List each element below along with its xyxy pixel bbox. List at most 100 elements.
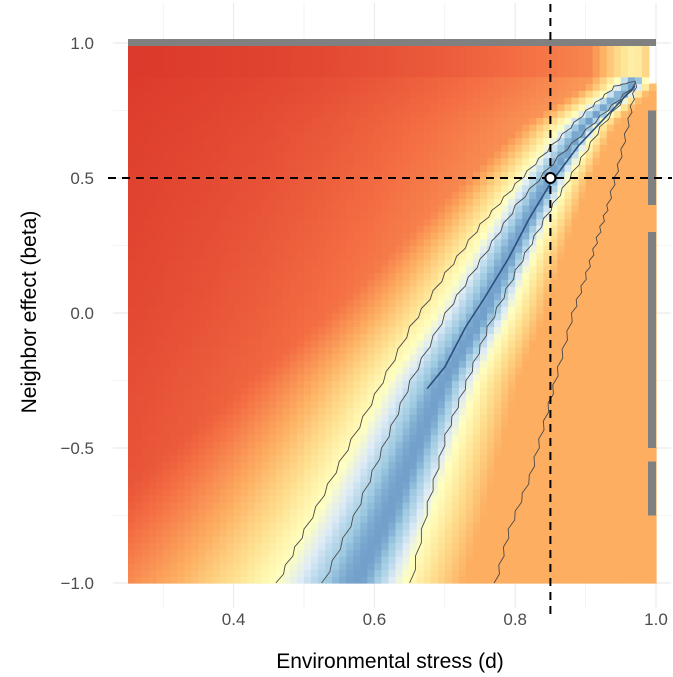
heatmap-cell [578, 529, 587, 537]
heatmap-cell [233, 367, 242, 375]
heatmap-cell [543, 400, 551, 409]
heatmap-cell [142, 549, 150, 557]
heatmap-cell [409, 461, 418, 469]
heatmap-cell [564, 441, 573, 449]
heatmap-cell [339, 421, 347, 429]
heatmap-cell [606, 434, 615, 442]
heatmap-cell [508, 259, 516, 267]
heatmap-cell [508, 184, 516, 193]
heatmap-cell [564, 346, 573, 355]
heatmap-cell [592, 218, 601, 226]
heatmap-cell [409, 245, 418, 253]
heatmap-cell [318, 481, 326, 490]
heatmap-cell [353, 198, 361, 206]
heatmap-cell [275, 232, 284, 240]
heatmap-cell [318, 265, 326, 274]
heatmap-cell [522, 137, 530, 145]
heatmap-cell [142, 461, 150, 469]
heatmap-cell [296, 130, 305, 139]
heatmap-cell [472, 333, 481, 341]
heatmap-cell [135, 313, 143, 321]
heatmap-cell [416, 360, 425, 368]
heatmap-cell [620, 502, 629, 510]
heatmap-cell [564, 218, 573, 226]
heatmap-cell [275, 225, 284, 233]
heatmap-cell [620, 144, 629, 152]
heatmap-cell [296, 272, 305, 280]
heatmap-cell [578, 205, 587, 213]
heatmap-cell [423, 360, 432, 368]
heatmap-cell [437, 198, 446, 206]
heatmap-cell [627, 515, 636, 523]
heatmap-cell [219, 225, 228, 233]
heatmap-cell [564, 387, 573, 395]
heatmap-cell [318, 333, 326, 341]
heatmap-cell [268, 272, 277, 280]
heatmap-cell [219, 353, 228, 361]
heatmap-cell [564, 198, 573, 206]
heatmap-cell [585, 562, 594, 571]
heatmap-cell [529, 265, 537, 274]
heatmap-cell [135, 448, 143, 456]
heatmap-cell [388, 164, 397, 172]
heatmap-cell [128, 380, 136, 388]
heatmap-cell [212, 427, 221, 436]
heatmap-cell [458, 427, 467, 436]
heatmap-cell [261, 151, 270, 159]
heatmap-cell [606, 529, 615, 537]
heatmap-cell [374, 508, 383, 517]
heatmap-cell [275, 515, 284, 523]
heatmap-cell [388, 225, 397, 233]
heatmap-cell [367, 313, 375, 321]
heatmap-cell [423, 286, 432, 294]
heatmap-cell [578, 340, 587, 348]
heatmap-cell [592, 205, 601, 213]
heatmap-cell [641, 292, 650, 301]
heatmap-cell [388, 218, 397, 226]
heatmap-cell [233, 184, 242, 193]
heatmap-cell [430, 448, 439, 456]
heatmap-cell [543, 306, 551, 314]
heatmap-cell [353, 205, 361, 213]
heatmap-cell [627, 569, 636, 577]
heatmap-cell [367, 259, 375, 267]
heatmap-cell [501, 488, 509, 496]
heatmap-cell [163, 144, 171, 152]
heatmap-cell [578, 542, 587, 550]
heatmap-cell [437, 434, 446, 442]
heatmap-cell [508, 387, 516, 395]
heatmap-cell [191, 144, 199, 152]
heatmap-cell [557, 225, 566, 233]
heatmap-cell [142, 502, 150, 510]
heatmap-cell [571, 272, 580, 280]
heatmap-cell [444, 286, 453, 294]
heatmap-cell [219, 394, 228, 402]
heatmap-cell [529, 211, 537, 220]
heatmap-cell [226, 259, 235, 267]
heatmap-cell [346, 137, 354, 145]
heatmap-cell [184, 522, 192, 530]
heatmap-cell [501, 205, 509, 213]
heatmap-cell [275, 184, 284, 193]
heatmap-cell [289, 535, 298, 544]
heatmap-cell [226, 198, 235, 206]
heatmap-cell [325, 178, 333, 186]
heatmap-cell [578, 360, 587, 368]
heatmap-cell [620, 164, 629, 172]
heatmap-cell [360, 252, 368, 260]
heatmap-cell [332, 218, 340, 226]
heatmap-cell [487, 488, 495, 496]
heatmap-cell [578, 488, 587, 496]
heatmap-cell [226, 502, 235, 510]
heatmap-cell [240, 542, 249, 550]
heatmap-cell [332, 130, 340, 139]
heatmap-cell [620, 414, 629, 422]
heatmap-cell [261, 380, 270, 388]
heatmap-cell [522, 441, 530, 449]
heatmap-cell [494, 225, 502, 233]
heatmap-cell [149, 265, 157, 274]
heatmap-cell [289, 367, 298, 375]
heatmap-cell [339, 380, 347, 388]
heatmap-cell [388, 205, 397, 213]
heatmap-cell [135, 319, 143, 328]
